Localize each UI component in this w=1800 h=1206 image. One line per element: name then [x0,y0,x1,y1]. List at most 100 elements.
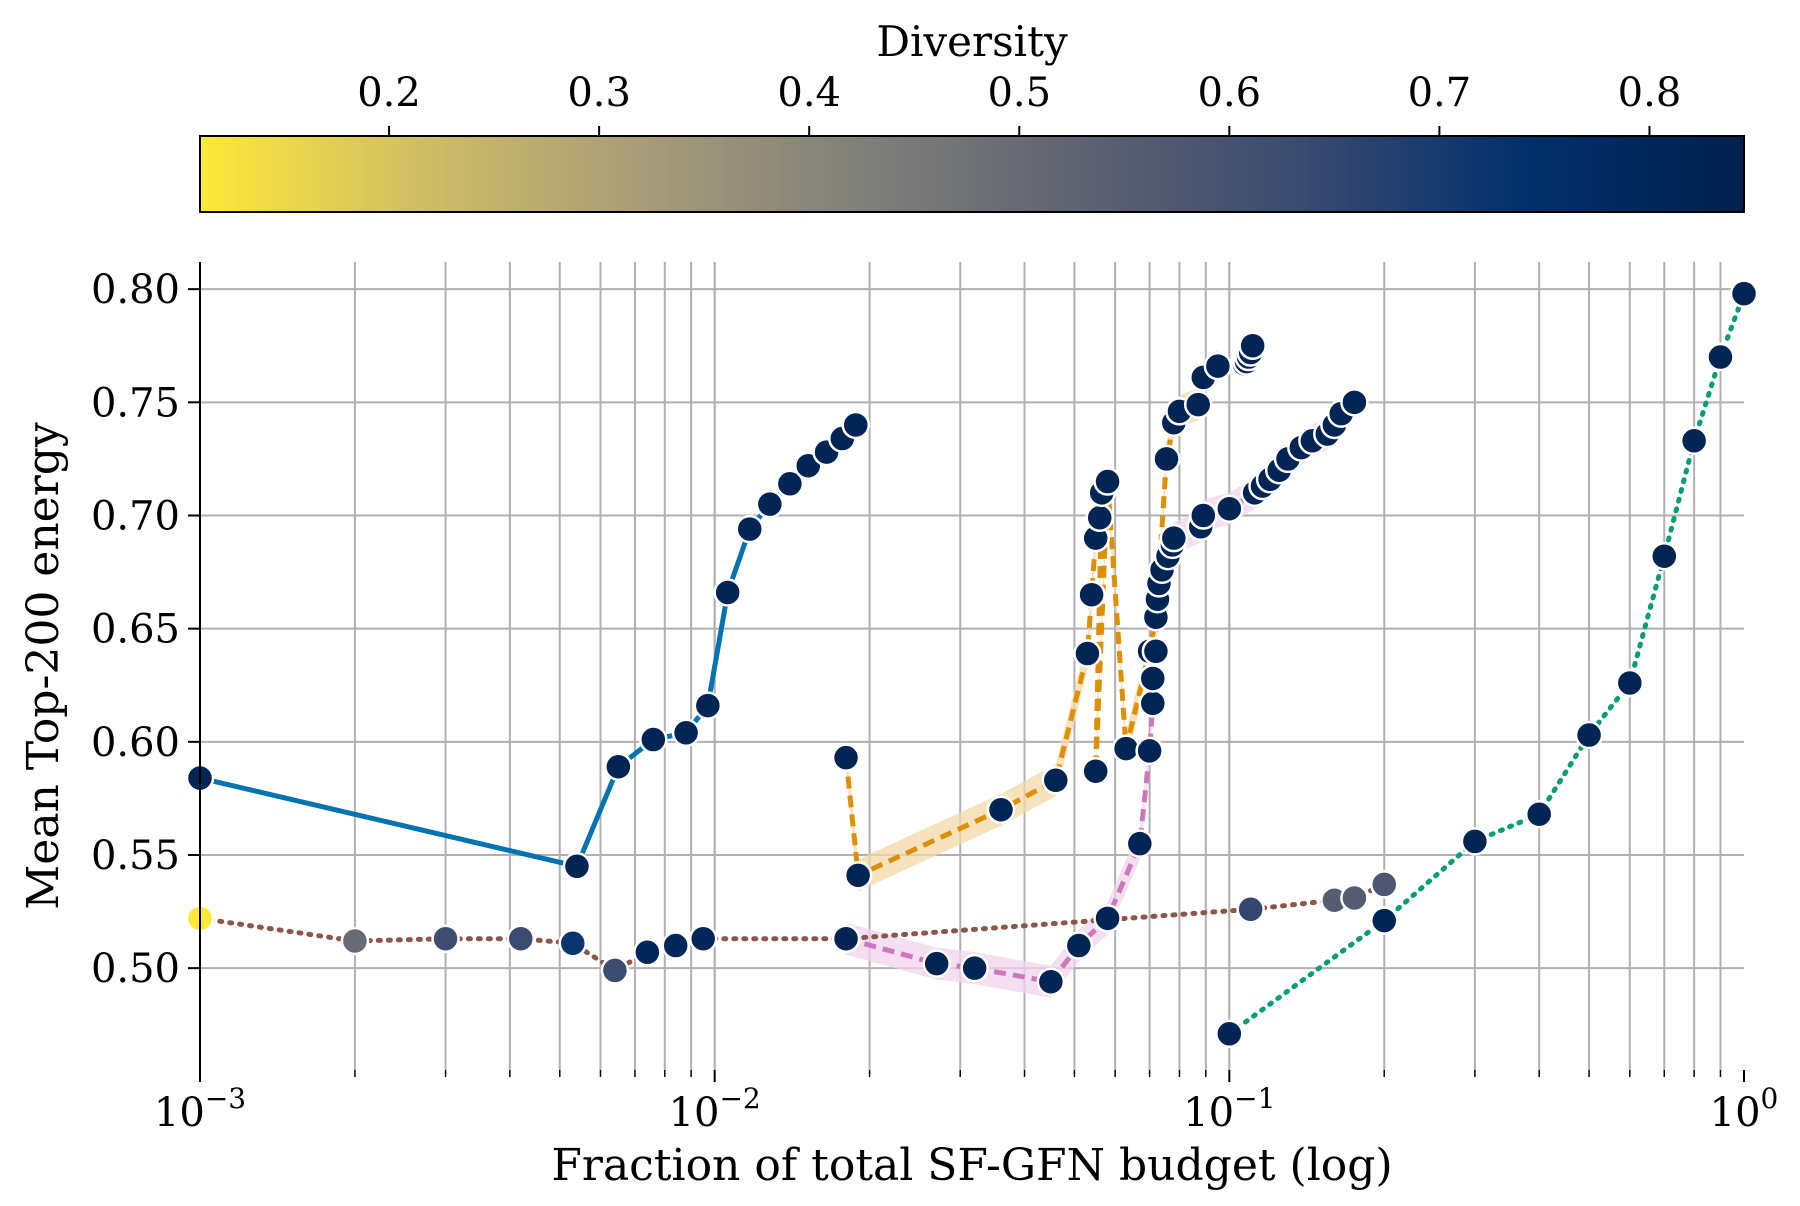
green-dotted-line [1226,291,1744,1037]
colorbar-tick-label: 0.4 [777,70,841,116]
pink-dashed-point [1159,523,1189,553]
orange-dashed-point [843,861,873,890]
brown-dotted-point [661,931,690,960]
colorbar-tick-label: 0.7 [1408,70,1472,116]
colorbar-ticks: 0.2 0.3 0.4 0.5 0.6 0.7 0.8 [357,70,1681,136]
blue-solid-point [562,852,592,881]
orange-dashed-point [1041,766,1071,795]
x-tick-base: 10 [669,1090,720,1136]
blue-solid-point [693,691,723,720]
series-points [185,279,1759,1049]
green-dotted-point [1524,799,1554,829]
pink-dashed-point [1138,689,1168,718]
y-tick-label: 0.80 [91,267,180,313]
pink-dashed-point [1215,494,1244,523]
brown-dotted-point [558,929,588,958]
pink-dashed-point [1135,736,1164,766]
brown-dotted-point [600,956,630,985]
grid [200,262,1744,1070]
brown-dotted-point [1370,870,1399,899]
brown-dotted-point [688,924,718,953]
brown-dotted-point [1236,895,1265,924]
colorbar-label: Diversity [876,17,1068,66]
y-axis-label: Mean Top-200 energy [18,422,69,910]
y-tick-label: 0.70 [91,493,180,539]
x-ticks: 10−3 10−2 10−1 100 [154,1070,1778,1136]
y-tick-label: 0.75 [91,380,180,426]
pink-dashed-point [1138,664,1168,693]
y-tick-label: 0.60 [91,720,180,766]
blue-solid-point [639,725,668,754]
green-dotted-point [1460,827,1490,856]
green-dotted-point [1706,342,1735,372]
y-tick-label: 0.50 [91,946,180,992]
pink-dashed-point [1064,931,1094,960]
y-tick-label: 0.55 [91,833,180,879]
green-dotted-point [1370,906,1399,935]
brown-dotted-point [1340,883,1369,913]
pink-dashed-point [831,924,861,953]
blue-solid-line [200,423,858,869]
confidence-bands [846,350,1355,998]
colorbar-tick-label: 0.3 [567,70,631,116]
colorbar-tick-label: 0.6 [1198,70,1262,116]
y-ticks: 0.50 0.55 0.60 0.65 0.70 0.75 0.80 [91,267,200,992]
green-dotted-point [1679,426,1709,456]
x-axis-label: Fraction of total SF-GFN budget (log) [551,1140,1392,1191]
x-tick-exponent: −2 [719,1082,760,1115]
colorbar-tick-label: 0.2 [357,70,421,116]
orange-dashed-point [1152,444,1181,474]
x-tick-exponent: −3 [205,1082,246,1115]
plot-area: 0.500.550.600.650.700.750.80 10−3 10−2 10−… [18,262,1778,1191]
pink-dashed-point [960,953,989,983]
orange-tail-point [1238,331,1267,360]
green-dotted-point [1574,720,1604,750]
orange-dashed-point [1093,467,1122,496]
orange-dashed-point [1081,756,1110,786]
x-tick-label: 10−1 [1183,1082,1275,1136]
orange-dashed-point [1183,390,1213,419]
brown-dotted-point [633,938,662,967]
green-dotted-point [1650,541,1679,571]
orange-dashed-point [1085,503,1114,533]
blue-solid-point [735,514,765,544]
colorbar-tick-label: 0.5 [987,70,1051,116]
x-tick-label: 100 [1710,1082,1779,1136]
pink-dashed-point [1189,501,1218,530]
blue-solid-point [841,410,871,440]
x-tick-exponent: 0 [1761,1082,1779,1115]
brown-dotted-point [506,924,536,953]
x-tick-base: 10 [154,1090,205,1136]
orange-dashed-point [1203,351,1233,381]
orange-dashed-point [1073,639,1102,668]
x-tick-label: 10−2 [669,1082,761,1136]
pink-dashed-point [922,949,951,978]
brown-dotted-point [340,926,370,956]
colorbar: Diversity 0.2 0.3 0.4 0.5 0.6 0.7 0.8 [199,17,1745,213]
orange-dashed-point [1111,734,1141,763]
x-tick-label: 10−3 [154,1082,246,1136]
pink-dashed-point [1125,829,1155,858]
blue-solid-point [775,469,805,499]
orange-dashed-point [831,743,861,772]
brown-dotted-point [431,924,460,953]
x-tick-base: 10 [1710,1090,1761,1136]
blue-solid-point [713,578,742,607]
series-lines [200,291,1744,1037]
green-dotted-point [1215,1019,1244,1049]
pink-dashed-point [1340,388,1369,417]
green-dotted-point [1615,668,1645,698]
blue-solid-point [755,489,785,519]
blue-solid-point [604,752,633,781]
green-dotted-point [1729,279,1759,308]
colorbar-gradient [199,135,1745,213]
y-tick-label: 0.65 [91,607,180,653]
orange-dashed-point [1077,580,1106,609]
blue-solid-point [671,718,701,748]
x-tick-exponent: −1 [1234,1082,1275,1115]
pink-dashed-point [1093,904,1122,933]
pink-dashed-point [1036,967,1066,996]
orange-dashed-point [986,795,1016,824]
x-tick-base: 10 [1183,1090,1234,1136]
